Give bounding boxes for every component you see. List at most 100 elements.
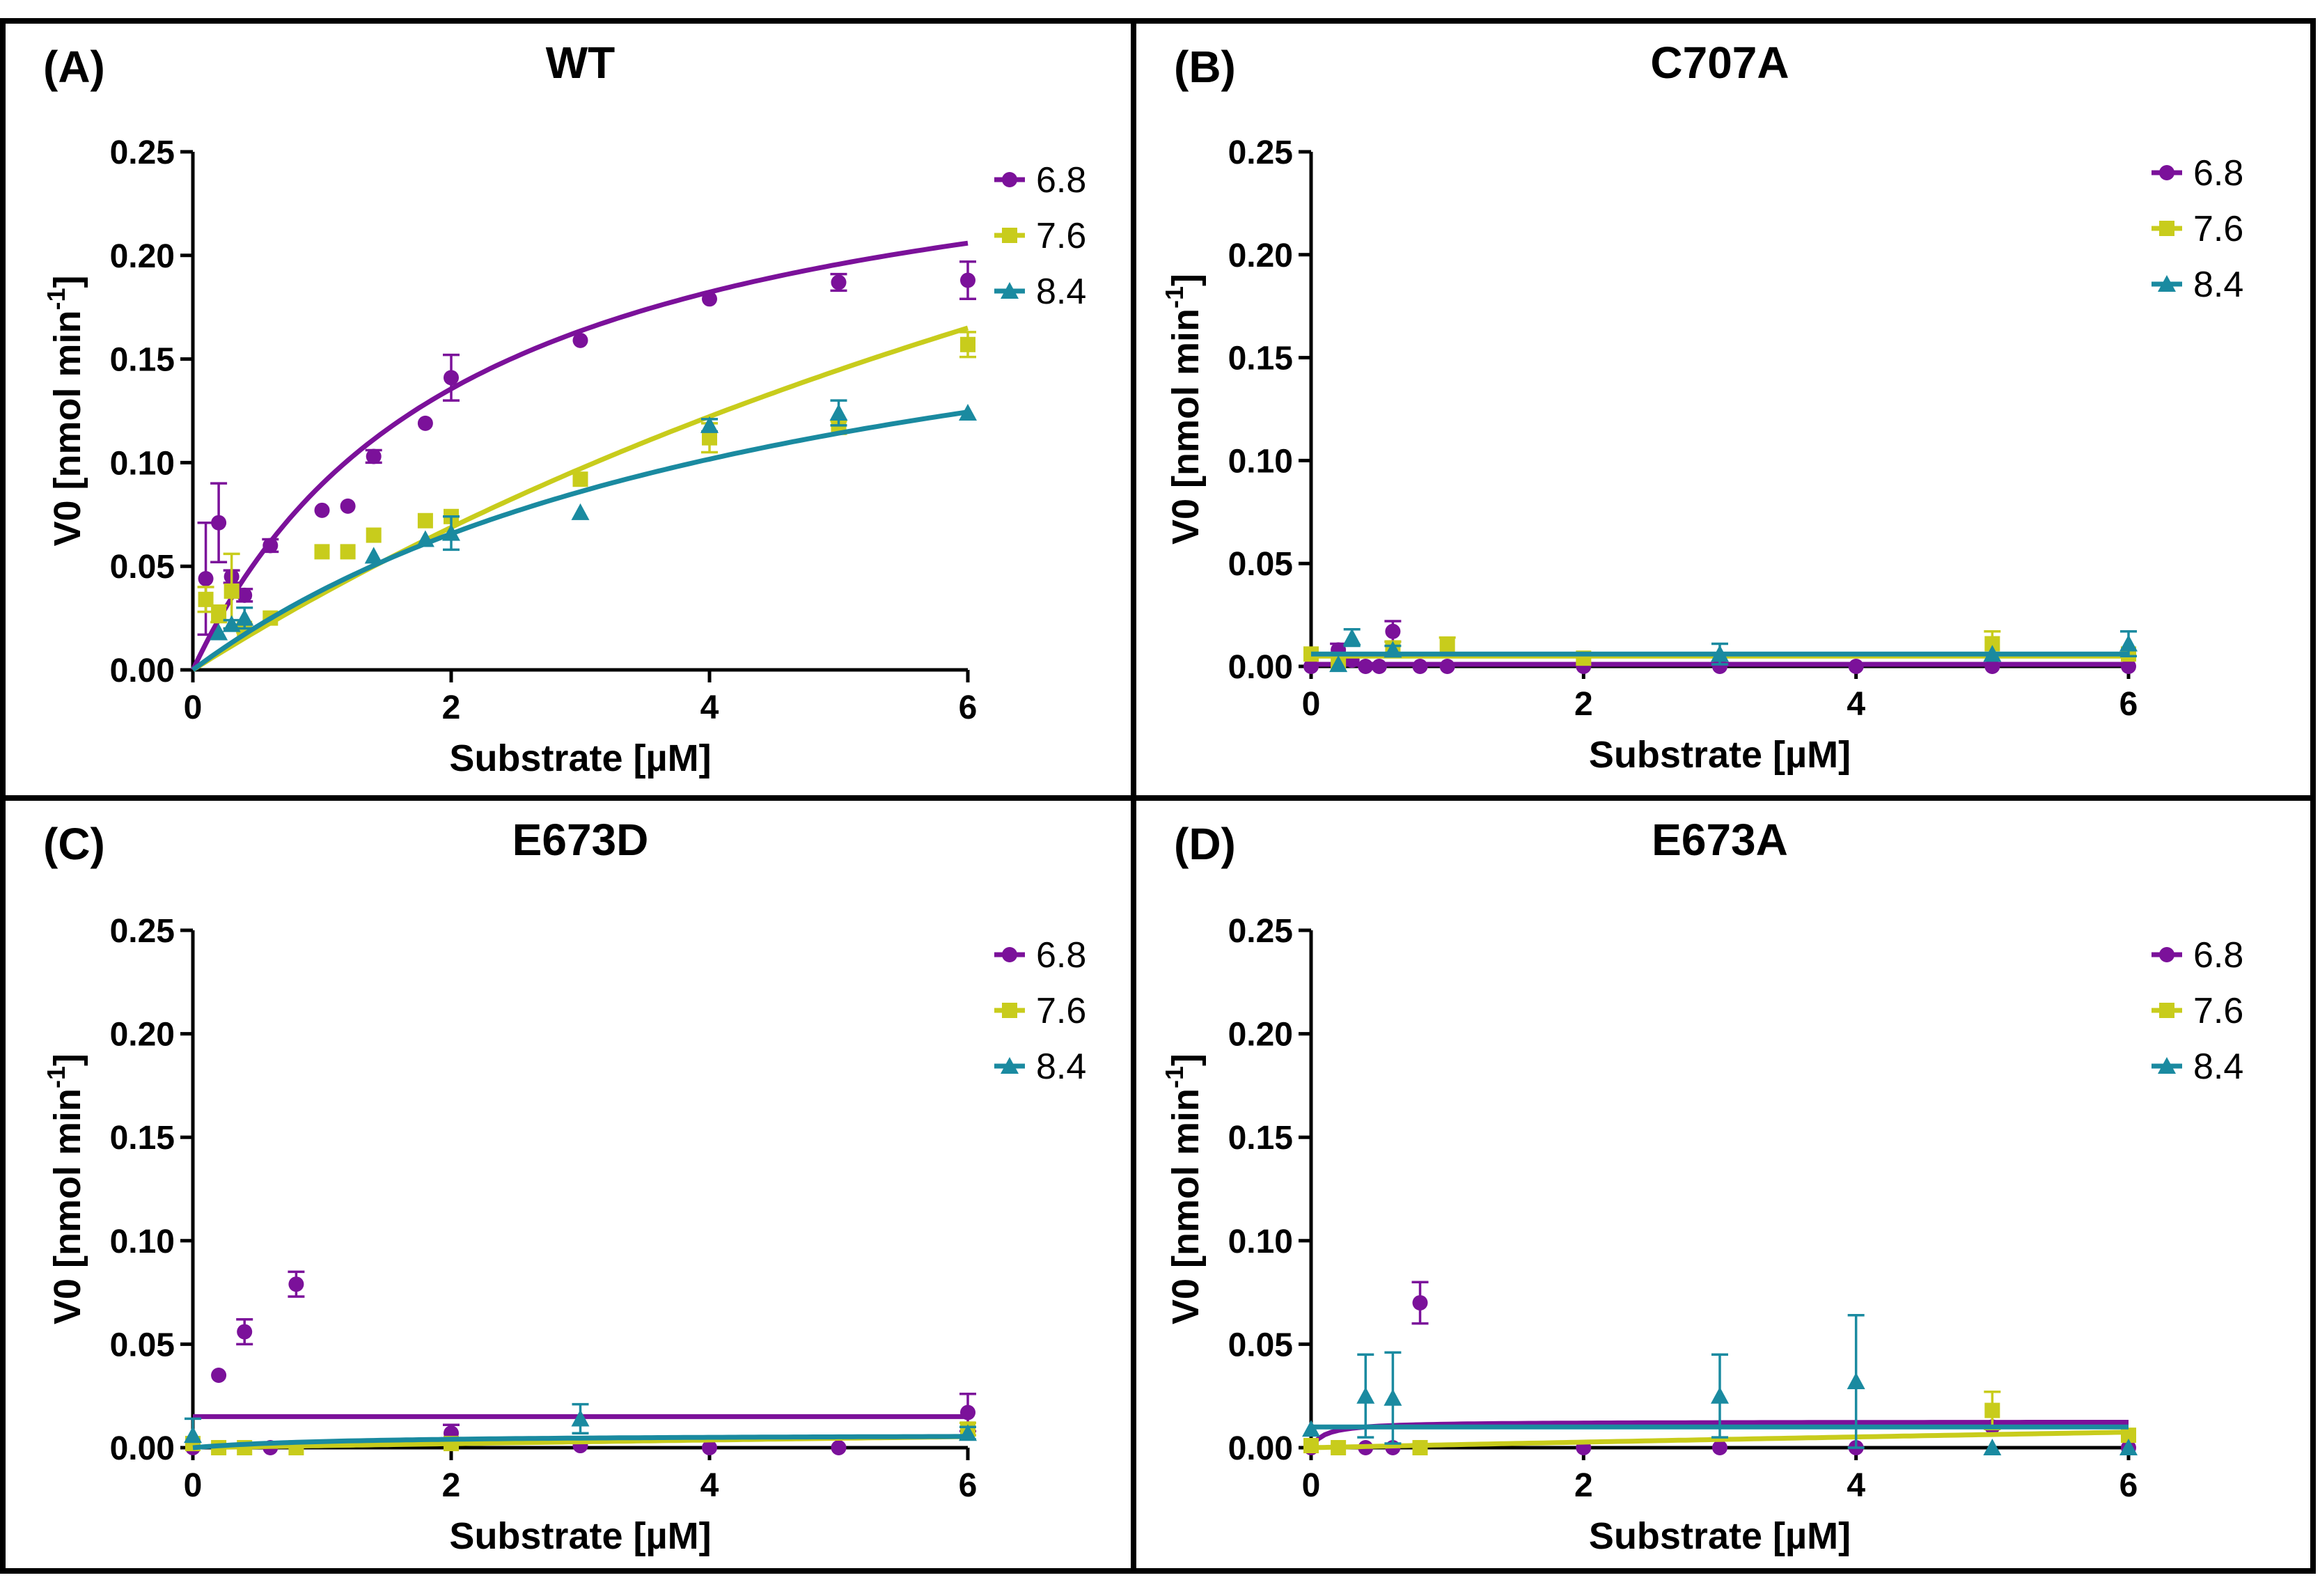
data-point: [831, 274, 847, 290]
y-axis-label-main: V0 [nmol min: [1165, 1088, 1207, 1324]
y-tick-label: 0.10: [110, 1223, 175, 1260]
data-point: [1983, 1439, 2002, 1456]
data-point: [417, 415, 433, 431]
data-point: [1712, 659, 1727, 674]
panel-label: (D): [1174, 819, 1236, 869]
data-point: [1712, 1440, 1727, 1455]
legend-label: 8.4: [1036, 1047, 1086, 1087]
y-tick-label: 0.20: [110, 1017, 175, 1054]
data-point: [1847, 1372, 1865, 1389]
x-tick-label: 0: [1302, 1467, 1321, 1504]
data-point: [829, 403, 848, 421]
data-point: [340, 498, 356, 514]
data-point: [1384, 641, 1402, 658]
data-point: [960, 1405, 975, 1421]
y-tick-label: 0.25: [110, 134, 175, 171]
data-point: [1983, 645, 2002, 662]
y-axis-label-main: V0 [nmol min: [1165, 308, 1207, 545]
panel-d: (D) E673A 0.00 0.05 0.10 0.15 0.20 0.25 0 2 4 6 Subs…: [1160, 815, 2243, 1557]
data-point: [2119, 634, 2138, 652]
y-tick-label: 0.00: [1228, 649, 1293, 686]
data-point: [366, 448, 382, 464]
data-point: [1342, 628, 1361, 646]
y-axis-label-superscript: -1: [42, 1066, 70, 1088]
series-7-6: 7.6: [1303, 991, 2243, 1455]
legend-label: 8.4: [1036, 272, 1086, 312]
y-axis-label: V0 [nmol min-1]: [1160, 1054, 1207, 1324]
y-tick-label: 0.20: [110, 238, 175, 275]
y-tick-label: 0.05: [1228, 1327, 1293, 1363]
data-point: [1371, 659, 1387, 674]
y-axis-label-main: V0 [nmol min: [47, 1088, 88, 1324]
legend-marker: [2158, 275, 2176, 292]
legend-marker: [2159, 947, 2174, 962]
data-point: [366, 527, 382, 543]
y-tick-label: 0.00: [110, 1430, 175, 1467]
data-point: [702, 291, 717, 307]
data-point: [831, 1440, 847, 1455]
series-8-4: 8.4: [184, 1047, 1086, 1450]
panel-label: (B): [1174, 42, 1236, 92]
x-tick-label: 0: [1302, 686, 1321, 723]
series-8-4: 8.4: [1311, 265, 2243, 673]
panel-a: (A) WT 0.00 0.05 0.10 0.15 0.20 0.25 0 2 4 6 Substra…: [42, 38, 1086, 779]
data-point: [959, 403, 977, 421]
legend-label: 7.6: [1036, 991, 1086, 1031]
legend-marker: [2159, 221, 2174, 236]
data-point: [1439, 659, 1455, 674]
legend-label: 6.8: [1036, 935, 1086, 976]
legend-label: 8.4: [2193, 265, 2243, 305]
data-point: [1356, 1386, 1375, 1404]
data-point: [1302, 1420, 1320, 1437]
x-axis-label: Substrate [µM]: [1589, 1515, 1851, 1557]
data-point: [210, 623, 228, 641]
data-point: [211, 515, 227, 531]
legend-label: 6.8: [1036, 160, 1086, 201]
panel-frame-d: [1131, 795, 2316, 1574]
panel-c: (C) E673D 0.00 0.05 0.10 0.15 0.20 0.25 0 2 4 6 Subs…: [42, 815, 1086, 1557]
y-axis-label-bracket: ]: [1165, 1054, 1207, 1066]
y-axis-label-superscript: -1: [1160, 286, 1189, 308]
data-point: [1412, 1440, 1428, 1455]
y-tick-label: 0.10: [110, 445, 175, 482]
data-point: [1358, 659, 1374, 674]
data-point: [1984, 636, 2000, 652]
x-tick-label: 4: [1847, 686, 1865, 723]
data-point: [237, 587, 253, 603]
data-point: [2121, 659, 2136, 674]
data-point: [1384, 1388, 1402, 1406]
legend-marker: [1002, 172, 1017, 187]
y-tick-label: 0.10: [1228, 443, 1293, 480]
legend-marker: [2158, 1057, 2176, 1074]
panel-b: (B) C707A 0.00 0.05 0.10 0.15 0.20 0.25 0 2 4 6 Subs…: [1160, 38, 2243, 776]
data-point: [222, 615, 241, 632]
data-point: [364, 547, 383, 564]
data-point: [262, 538, 279, 554]
y-axis-label-bracket: ]: [47, 1054, 88, 1066]
data-point: [416, 530, 434, 547]
y-tick-label: 0.05: [1228, 546, 1293, 583]
x-tick-label: 0: [184, 1467, 203, 1504]
panel-frames: [0, 18, 2316, 1574]
y-tick-label: 0.25: [1228, 913, 1293, 950]
legend-marker: [1002, 947, 1017, 962]
data-point: [1984, 659, 2000, 674]
data-point: [960, 336, 975, 352]
chart-title: WT: [546, 38, 616, 88]
y-tick-label: 0.15: [1228, 1120, 1293, 1157]
y-tick-label: 0.15: [1228, 341, 1293, 377]
y-tick-label: 0.15: [110, 342, 175, 379]
legend-marker: [1001, 282, 1019, 299]
data-point: [1439, 638, 1455, 654]
y-axis-label-bracket: ]: [1165, 274, 1207, 286]
panel-label: (A): [43, 42, 105, 92]
y-axis-label: V0 [nmol min-1]: [1160, 274, 1207, 545]
data-point: [572, 332, 588, 348]
legend-marker: [2159, 165, 2174, 180]
fit-curve: [1310, 1430, 2129, 1450]
data-point: [211, 606, 227, 622]
data-point: [235, 609, 254, 626]
x-tick-label: 0: [184, 689, 203, 726]
fit-curve: [191, 409, 969, 672]
